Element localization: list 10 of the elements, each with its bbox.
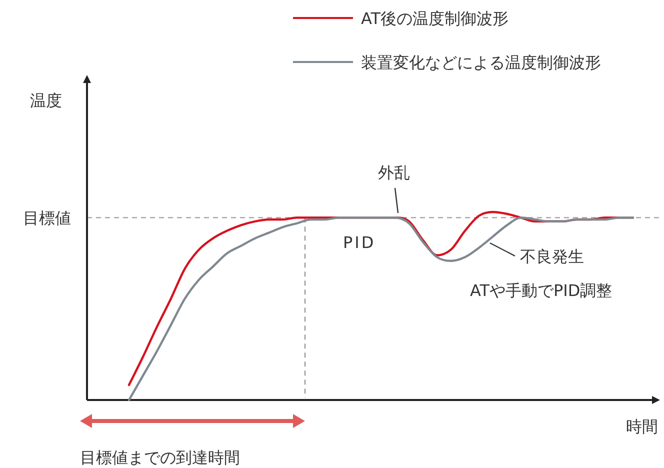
ref-line-label: 目標値: [23, 208, 71, 228]
text: 目標値までの到達時間: [80, 448, 240, 467]
x-axis-title: 時間: [626, 417, 658, 436]
text: 外乱: [378, 163, 410, 182]
annotation: 不良発生: [520, 247, 584, 266]
legend-label: AT後の温度制御波形: [361, 9, 508, 28]
text: 温度: [30, 91, 62, 110]
annotation: ATや手動でPID調整: [470, 281, 612, 300]
legend-label: 装置変化などによる温度制御波形: [361, 53, 601, 72]
annotation: PID: [343, 233, 376, 252]
